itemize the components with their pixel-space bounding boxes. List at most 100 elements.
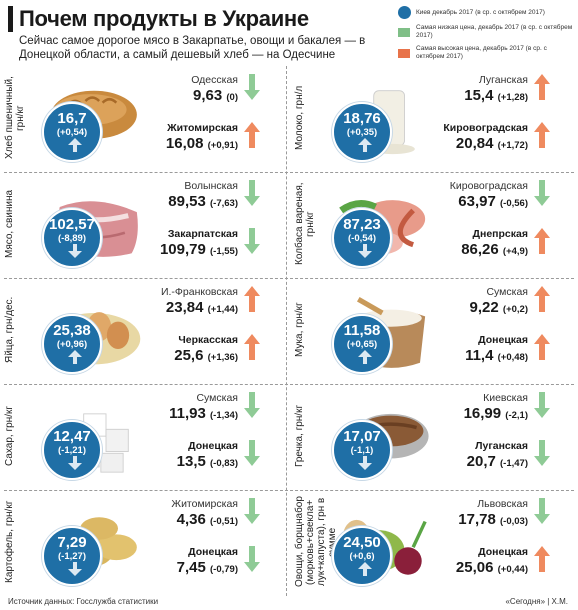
avg-price: 16,7 xyxy=(57,110,87,127)
high-price: 20,7 xyxy=(466,453,496,470)
legend-item-avg: Киев декабрь 2017 (в ср. с октябрем 2017… xyxy=(398,6,574,19)
arrow-up-icon xyxy=(534,74,550,105)
low-region: Киевская xyxy=(483,392,528,404)
arrow-down-icon xyxy=(244,498,260,529)
title-bar: Почем продукты в Украине xyxy=(8,6,382,32)
avg-price: 18,76 xyxy=(343,110,381,127)
arrow-up-icon xyxy=(534,122,550,153)
high-region: Донецкая xyxy=(478,334,528,346)
product-label: Овощи, борщнабор (морковь+свекла+ лук+ка… xyxy=(294,496,338,588)
product-label: Хлеб пшеничный, грн/кг xyxy=(4,76,26,160)
high-price: 20,84 xyxy=(455,135,494,152)
avg-change: (+0,35) xyxy=(346,127,378,138)
products-grid: Хлеб пшеничный, грн/кг 16,7 (+0,54) Одесска… xyxy=(0,66,578,596)
product-cell: Хлеб пшеничный, грн/кг 16,7 (+0,54) Одесска… xyxy=(0,66,286,172)
product-cell: Картофель, грн/кг 7,29 (-1,27) Житомирская 4… xyxy=(0,490,286,596)
high-price: 11,4 xyxy=(465,347,494,364)
legend-label: Киев декабрь 2017 (в ср. с октябрем 2017… xyxy=(416,8,545,16)
avg-change: (-8,89) xyxy=(58,233,86,244)
avg-change: (-1,1) xyxy=(350,445,374,456)
arrow-down-icon xyxy=(68,456,82,475)
avg-price: 25,38 xyxy=(53,322,91,339)
legend-label: Самая низкая цена, декабрь 2017 (в ср. с… xyxy=(416,24,573,39)
low-change: (-0,56) xyxy=(500,198,528,209)
arrow-up-icon xyxy=(534,286,550,317)
high-change: (-1,55) xyxy=(210,246,238,257)
low-change: (-2,1) xyxy=(505,410,528,421)
credit: «Сегодня» | Х.М. xyxy=(505,597,568,606)
avg-price: 24,50 xyxy=(343,534,381,551)
legend: Киев декабрь 2017 (в ср. с октябрем 2017… xyxy=(398,6,574,66)
arrow-up-icon xyxy=(68,138,82,157)
low-price: 9,63 xyxy=(193,87,223,104)
lowest-price-block: Сумская 9,22 (+0,2) xyxy=(470,286,528,319)
arrow-down-icon xyxy=(68,244,82,263)
high-price: 25,6 xyxy=(174,347,204,364)
legend-item-low: Самая низкая цена, декабрь 2017 (в ср. с… xyxy=(398,24,574,40)
high-region: Донецкая xyxy=(188,546,238,558)
high-region: Житомирская xyxy=(167,122,238,134)
low-price: 17,78 xyxy=(458,511,496,528)
high-change: (+0,44) xyxy=(497,564,528,575)
lowest-price-block: Львовская 17,78 (-0,03) xyxy=(458,498,528,531)
low-price: 23,84 xyxy=(165,299,204,316)
high-change: (+1,36) xyxy=(207,352,238,363)
row-divider xyxy=(4,172,574,173)
arrow-up-icon xyxy=(358,350,372,369)
arrow-down-icon xyxy=(244,74,260,105)
low-price: 15,4 xyxy=(464,87,494,104)
low-region: Сумская xyxy=(486,286,528,298)
low-change: (-0,51) xyxy=(210,516,238,527)
product-cell: Мясо, свинина 102,57 (-8,89) Волынская 89,53… xyxy=(0,172,286,278)
low-change: (-0,03) xyxy=(500,516,528,527)
avg-price: 87,23 xyxy=(343,216,381,233)
high-price: 13,5 xyxy=(176,453,206,470)
avg-change: (-1,21) xyxy=(58,445,86,456)
row-divider xyxy=(4,490,574,491)
product-label: Мука, грн/кг xyxy=(294,302,305,358)
lowest-price-block: Киевская 16,99 (-2,1) xyxy=(464,392,528,425)
column-divider xyxy=(286,66,287,596)
avg-change: (+0,54) xyxy=(56,127,88,138)
arrow-down-icon xyxy=(244,392,260,423)
legend-label: Самая высокая цена, декабрь 2017 (в ср. … xyxy=(416,45,547,60)
high-price: 7,45 xyxy=(176,559,206,576)
avg-price-badge: 11,58 (+0,65) xyxy=(332,314,392,374)
lowest-price-block: Сумская 11,93 (-1,34) xyxy=(169,392,238,425)
low-change: (-7,63) xyxy=(210,198,238,209)
avg-change: (+0,6) xyxy=(349,551,375,562)
low-price: 89,53 xyxy=(168,193,206,210)
avg-price-badge: 87,23 (-0,54) xyxy=(332,208,392,268)
avg-price-badge: 24,50 (+0,6) xyxy=(332,526,392,586)
high-region: Закарпатская xyxy=(167,228,238,240)
low-region: Одесская xyxy=(191,74,238,86)
blue-circle-icon xyxy=(398,6,411,19)
lowest-price-block: Одесская 9,63 (0) xyxy=(191,74,238,107)
high-region: Днепрская xyxy=(472,228,528,240)
arrow-up-icon xyxy=(534,228,550,259)
avg-price-badge: 12,47 (-1,21) xyxy=(42,420,102,480)
product-cell: Сахар, грн/кг 12,47 (-1,21) Сумская 11,93 (-… xyxy=(0,384,286,490)
low-region: Сумская xyxy=(196,392,238,404)
avg-price: 12,47 xyxy=(53,428,91,445)
high-change: (+0,91) xyxy=(207,140,238,151)
arrow-up-icon xyxy=(358,562,372,581)
green-square-icon xyxy=(398,27,410,37)
arrow-down-icon xyxy=(358,456,372,475)
low-region: Львовская xyxy=(477,498,528,510)
product-cell: Яйца, грн/дес. 25,38 (+0,96) И.-Франковская… xyxy=(0,278,286,384)
arrow-up-icon xyxy=(244,286,260,317)
product-label: Гречка, грн/кг xyxy=(294,404,305,468)
avg-price-badge: 16,7 (+0,54) xyxy=(42,102,102,162)
high-change: (-0,79) xyxy=(210,564,238,575)
low-price: 16,99 xyxy=(463,405,502,422)
avg-price-badge: 102,57 (-8,89) xyxy=(42,208,102,268)
arrow-down-icon xyxy=(534,498,550,529)
low-change: (+1,28) xyxy=(497,92,528,103)
highest-price-block: Житомирская 16,08 (+0,91) xyxy=(166,122,238,155)
low-region: И.-Франковская xyxy=(160,286,238,298)
highest-price-block: Донецкая 11,4 (+0,48) xyxy=(465,334,528,367)
red-square-icon xyxy=(398,48,410,58)
highest-price-block: Донецкая 25,06 (+0,44) xyxy=(456,546,528,579)
high-region: Черкасская xyxy=(178,334,238,346)
